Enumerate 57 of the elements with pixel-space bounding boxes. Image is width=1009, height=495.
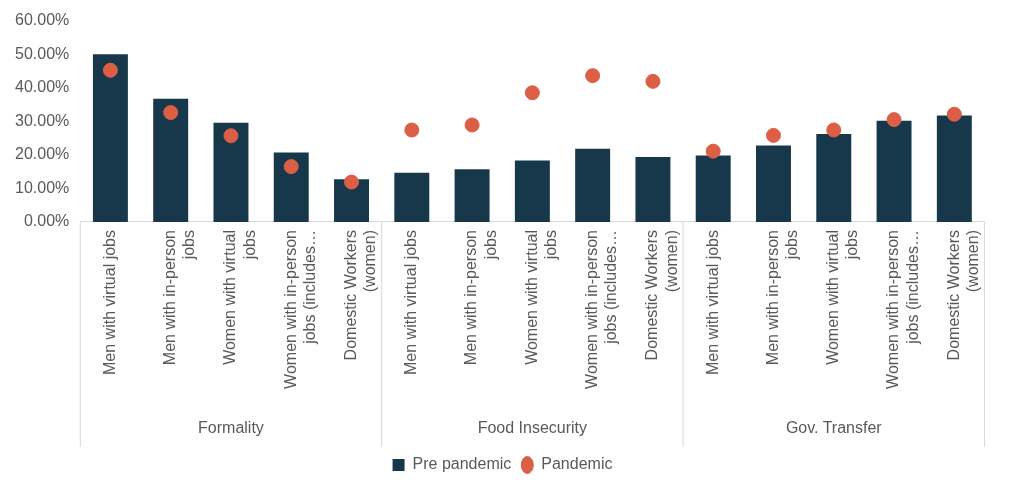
bar [635,156,671,222]
point [886,112,902,128]
bar [876,120,912,222]
x-tick-label: Men with in-person jobs [763,230,801,366]
point [946,106,962,122]
bar [816,134,852,222]
y-tick-label: 10.00% [15,178,70,196]
y-tick-label: 20.00% [15,145,70,163]
x-tick-label: Domestic Workers (women) [944,230,981,361]
text: Food Insecurity [477,419,588,437]
y-tick-label: 50.00% [15,44,70,62]
x-tick-label: Men with in-person jobs [161,230,198,366]
y-tick-label: 60.00% [15,11,70,29]
y-tick-label: 30.00% [15,111,70,129]
y-tick-label: 40.00% [15,78,70,96]
point [585,68,601,84]
point [645,73,661,89]
bar [273,152,309,222]
bar [695,155,731,222]
x-tick-label: Women with in-person jobs (includes… [583,230,620,389]
point [163,105,179,121]
legend-label: Pandemic [541,455,613,473]
bar [575,148,611,222]
point [344,174,360,190]
x-tick-label: Women with virtual jobs [522,230,559,365]
bar [92,54,128,222]
x-tick-label: Domestic Workers (women) [341,230,379,361]
bar [454,169,490,222]
x-tick-label: Women with in-person jobs (includes… [884,230,921,389]
bar [213,122,249,222]
bar [514,160,550,222]
x-tick-label: Men with virtual jobs [703,230,721,375]
bar [153,98,189,222]
point [223,128,239,144]
point [826,122,842,138]
x-tick-label: Men with in-person jobs [462,230,499,366]
text: Formality [198,419,264,437]
text: Gov. Transfer [785,419,883,437]
y-tick-label: 0.00% [23,212,70,230]
legend-label: Pre pandemic [412,455,512,473]
bar [334,179,370,222]
point [765,127,781,143]
x-tick-label: Women with virtual jobs [221,230,258,365]
bar [936,115,972,222]
x-tick-label: Women with virtual jobs [824,230,861,365]
bar [394,172,430,222]
bar [756,145,791,222]
x-tick-label: Men with virtual jobs [100,230,118,375]
point [102,62,118,78]
point [404,122,420,138]
x-tick-label: Women with in-person jobs (includes… [281,230,318,389]
point [283,159,299,175]
point [464,117,480,133]
point [705,143,721,159]
x-tick-label: Men with virtual jobs [402,230,420,375]
point [524,85,540,101]
x-tick-label: Domestic Workers (women) [643,230,680,361]
